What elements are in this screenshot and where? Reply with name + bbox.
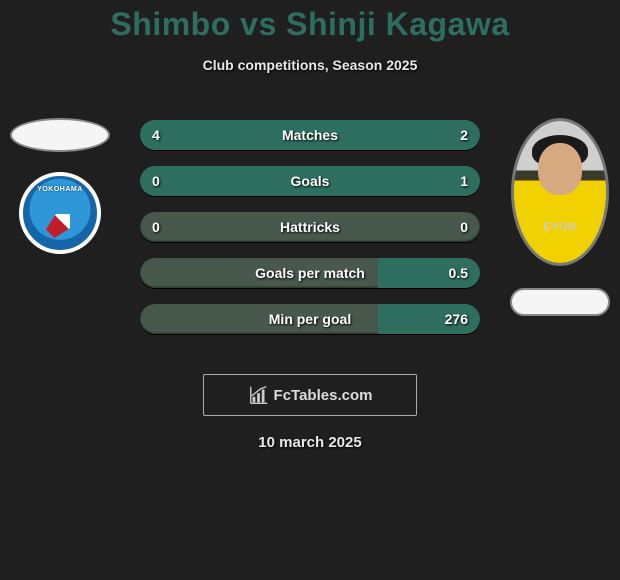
stat-fill-left — [140, 120, 364, 150]
stat-row: 0 0Hattricks — [140, 212, 480, 242]
stat-label: Hattricks — [140, 212, 480, 242]
stat-value-left: 0 — [152, 212, 160, 242]
stats-block: 42Matches01Goals00Hattricks0.5Goals per … — [140, 120, 480, 350]
bar-chart-icon — [248, 384, 270, 406]
stat-fill-left — [140, 166, 201, 196]
page-title: Shimbo vs Shinji Kagawa — [0, 0, 620, 43]
stat-row: 276Min per goal — [140, 304, 480, 334]
stat-row: 01Goals — [140, 166, 480, 196]
date-text: 10 march 2025 — [0, 434, 620, 451]
stat-value-right: 276 — [445, 304, 468, 334]
stat-value-right: 0 — [460, 212, 468, 242]
attribution-badge: FcTables.com — [203, 374, 417, 416]
player-left-club-badge: YOKOHAMA — [19, 172, 101, 254]
stat-row: 0.5Goals per match — [140, 258, 480, 288]
player-right-club-placeholder — [510, 288, 610, 316]
player-right-column: EVON — [500, 118, 620, 316]
footer-block: FcTables.com 10 march 2025 — [0, 350, 620, 451]
stat-value-left: 0 — [152, 166, 160, 196]
player-right-avatar: EVON — [511, 118, 609, 266]
stat-fill-right — [201, 166, 480, 196]
stat-value-right: 1 — [460, 166, 468, 196]
comparison-infographic: Shimbo vs Shinji Kagawa Club competition… — [0, 0, 620, 580]
player-right-sponsor: EVON — [514, 197, 606, 257]
stat-value-right: 0.5 — [449, 258, 468, 288]
player-left-column: YOKOHAMA — [0, 118, 120, 254]
stat-value-left: 4 — [152, 120, 160, 150]
subtitle: Club competitions, Season 2025 — [0, 57, 620, 73]
stat-row: 42Matches — [140, 120, 480, 150]
club-badge-text: YOKOHAMA — [37, 186, 83, 193]
player-left-avatar-placeholder — [10, 118, 110, 152]
stat-value-right: 2 — [460, 120, 468, 150]
attribution-text: FcTables.com — [274, 387, 373, 404]
